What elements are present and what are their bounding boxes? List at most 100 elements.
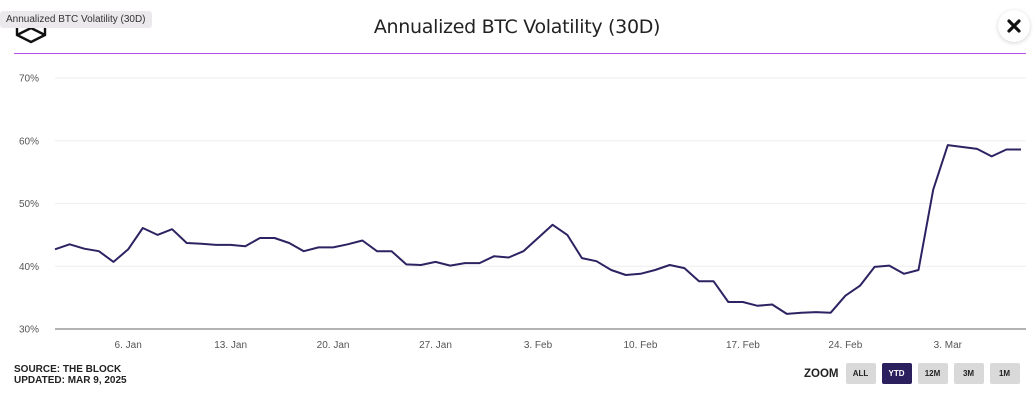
- data-point[interactable]: [66, 240, 74, 248]
- data-point[interactable]: [197, 240, 205, 248]
- chart-footer: SOURCE: THE BLOCK UPDATED: MAR 9, 2025: [14, 364, 127, 386]
- header-divider: [14, 53, 1026, 54]
- zoom-ytd-button[interactable]: YTD: [881, 363, 912, 384]
- data-point[interactable]: [680, 264, 688, 272]
- x-tick-label: 24. Feb: [828, 340, 862, 351]
- data-point[interactable]: [314, 243, 322, 251]
- data-point[interactable]: [475, 259, 483, 267]
- zoom-controls: ZOOM ALL YTD 12M 3M 1M: [804, 363, 1026, 384]
- data-point[interactable]: [490, 252, 498, 260]
- data-point[interactable]: [417, 261, 425, 269]
- updated-label: UPDATED: MAR 9, 2025: [14, 375, 127, 386]
- data-point[interactable]: [271, 234, 279, 242]
- data-point[interactable]: [900, 270, 908, 278]
- data-point[interactable]: [124, 245, 132, 253]
- data-point[interactable]: [241, 242, 249, 250]
- data-point[interactable]: [797, 309, 805, 317]
- zoom-1m-button[interactable]: 1M: [989, 363, 1020, 384]
- data-point[interactable]: [871, 263, 879, 271]
- x-tick-label: 3. Mar: [934, 340, 963, 351]
- data-point[interactable]: [329, 243, 337, 251]
- grid-layer: [55, 77, 1026, 330]
- data-point[interactable]: [710, 277, 718, 285]
- data-point[interactable]: [578, 254, 586, 262]
- data-point[interactable]: [285, 239, 293, 247]
- data-point[interactable]: [505, 253, 513, 261]
- data-point[interactable]: [812, 308, 820, 316]
- x-tick-label: 13. Jan: [214, 340, 247, 351]
- data-point[interactable]: [227, 241, 235, 249]
- data-point[interactable]: [973, 145, 981, 153]
- x-tick-label: 27. Jan: [419, 340, 452, 351]
- data-point[interactable]: [358, 237, 366, 245]
- data-point[interactable]: [534, 234, 542, 242]
- data-point[interactable]: [139, 224, 147, 232]
- data-point[interactable]: [300, 247, 308, 255]
- data-point[interactable]: [110, 258, 118, 266]
- data-point[interactable]: [607, 266, 615, 274]
- data-point[interactable]: [51, 245, 59, 253]
- data-point[interactable]: [402, 260, 410, 268]
- data-point[interactable]: [1017, 146, 1025, 154]
- data-point[interactable]: [768, 301, 776, 309]
- source-label: SOURCE: THE BLOCK: [14, 364, 122, 375]
- data-point[interactable]: [432, 258, 440, 266]
- data-point[interactable]: [549, 221, 557, 229]
- data-point[interactable]: [183, 239, 191, 247]
- data-point[interactable]: [695, 277, 703, 285]
- close-icon: [1007, 19, 1021, 33]
- data-point[interactable]: [929, 186, 937, 194]
- x-tick-label: 6. Jan: [115, 340, 142, 351]
- data-point[interactable]: [388, 247, 396, 255]
- zoom-12m-button[interactable]: 12M: [917, 363, 948, 384]
- data-point[interactable]: [651, 266, 659, 274]
- data-point[interactable]: [461, 259, 469, 267]
- data-point[interactable]: [344, 240, 352, 248]
- y-tick-label: 40%: [19, 262, 39, 273]
- data-point[interactable]: [958, 143, 966, 151]
- data-point[interactable]: [212, 241, 220, 249]
- chart-title: Annualized BTC Volatility (30D): [373, 16, 661, 38]
- data-point[interactable]: [841, 292, 849, 300]
- data-point[interactable]: [153, 231, 161, 239]
- x-axis-labels: 6. Jan 13. Jan 20. Jan 27. Jan 3. Feb 10. Feb…: [115, 340, 963, 351]
- data-point[interactable]: [373, 247, 381, 255]
- data-point[interactable]: [563, 231, 571, 239]
- series-layer: [51, 141, 1025, 318]
- y-tick-label: 30%: [19, 325, 39, 336]
- x-tick-label: 20. Jan: [317, 340, 350, 351]
- data-point[interactable]: [885, 262, 893, 270]
- data-point[interactable]: [593, 257, 601, 265]
- y-tick-label: 70%: [19, 74, 39, 85]
- data-point[interactable]: [622, 271, 630, 279]
- series-line: [54, 144, 1021, 315]
- data-point[interactable]: [739, 298, 747, 306]
- data-point[interactable]: [944, 141, 952, 149]
- data-point[interactable]: [724, 298, 732, 306]
- y-tick-label: 60%: [19, 136, 39, 147]
- data-point[interactable]: [754, 302, 762, 310]
- x-tick-label: 10. Feb: [623, 340, 657, 351]
- data-point[interactable]: [519, 247, 527, 255]
- data-point[interactable]: [256, 234, 264, 242]
- data-point[interactable]: [783, 310, 791, 318]
- data-point[interactable]: [856, 282, 864, 290]
- data-point[interactable]: [95, 247, 103, 255]
- data-point[interactable]: [988, 152, 996, 160]
- data-point[interactable]: [1002, 146, 1010, 154]
- data-point[interactable]: [446, 262, 454, 270]
- zoom-all-button[interactable]: ALL: [845, 363, 876, 384]
- data-point[interactable]: [636, 270, 644, 278]
- y-axis-labels: 30% 40% 50% 60% 70%: [19, 74, 39, 336]
- close-button[interactable]: [998, 10, 1030, 42]
- data-point[interactable]: [168, 225, 176, 233]
- x-tick-label: 17. Feb: [726, 340, 760, 351]
- zoom-3m-button[interactable]: 3M: [953, 363, 984, 384]
- zoom-label: ZOOM: [804, 367, 839, 380]
- data-point[interactable]: [666, 261, 674, 269]
- y-tick-label: 50%: [19, 199, 39, 210]
- data-point[interactable]: [915, 266, 923, 274]
- data-point[interactable]: [827, 309, 835, 317]
- data-point[interactable]: [80, 245, 88, 253]
